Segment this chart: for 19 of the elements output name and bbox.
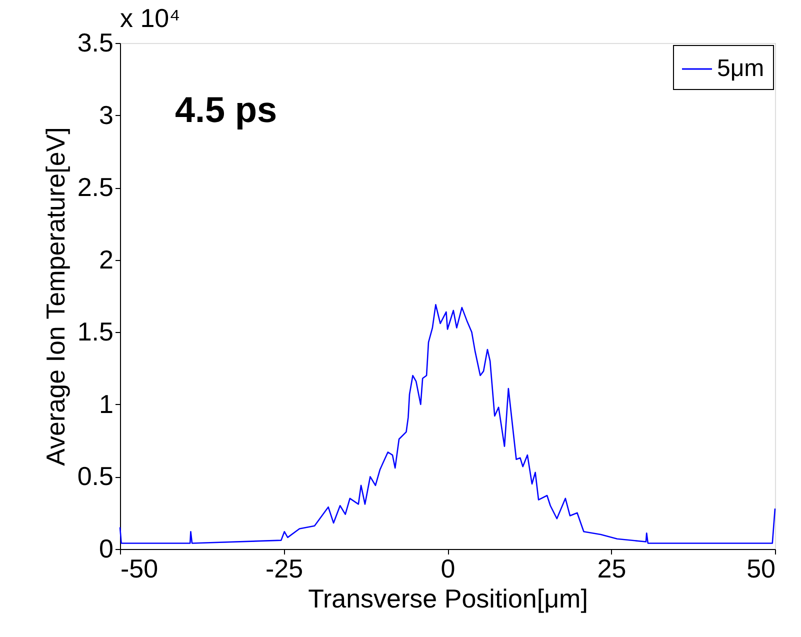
y-tick-label: 3.5 — [77, 28, 114, 58]
y-tick-label: 1.5 — [77, 316, 114, 347]
x-tick-label: 25 — [597, 554, 626, 584]
x-axis-title: Transverse Position[μm] — [308, 584, 588, 614]
text: x 10⁴ — [120, 3, 180, 33]
y-tick-label: 1 — [99, 388, 114, 419]
y-axis-title: Average Ion Temperature[eV] — [40, 127, 70, 466]
y-tick-label: 3 — [99, 100, 114, 130]
line-series — [119, 304, 776, 544]
x-tick-label: -50 — [120, 554, 158, 584]
x-tick-label: 0 — [440, 554, 456, 584]
y-tick-label: 0 — [99, 534, 114, 564]
x-tick-label: 50 — [746, 554, 776, 584]
y-tick-label: 2.5 — [77, 172, 114, 202]
x-tick-label: -25 — [265, 554, 304, 584]
annotation: 4.5 ps — [175, 89, 278, 130]
y-tick-label: 2 — [99, 244, 114, 274]
legend-label: 5μm — [717, 55, 764, 82]
y-tick-label: 0.5 — [77, 461, 114, 492]
